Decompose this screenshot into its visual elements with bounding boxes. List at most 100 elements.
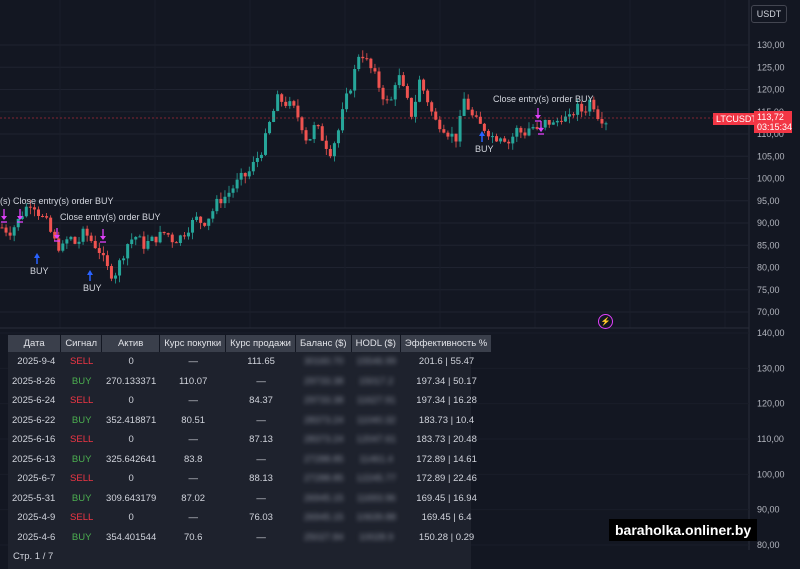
candle xyxy=(393,82,397,107)
trade-markers: (s) Close entry(s) order BUY Close entry(… xyxy=(0,94,594,293)
candle xyxy=(369,57,373,74)
buy-label: BUY xyxy=(30,266,49,276)
candle xyxy=(235,173,239,193)
candle xyxy=(345,87,349,113)
column-header: Курс продажи xyxy=(226,335,296,352)
close-entry-marker[interactable] xyxy=(535,108,541,122)
candle xyxy=(109,263,113,282)
candle xyxy=(268,120,272,135)
currency-button[interactable]: USDT xyxy=(751,5,787,23)
candle xyxy=(332,141,336,162)
price-chart[interactable]: 130,00125,00120,00115,00110,00105,00100,… xyxy=(0,0,800,550)
candle xyxy=(292,99,296,109)
signal-cell: BUY xyxy=(71,531,92,543)
candle xyxy=(223,190,227,209)
candle xyxy=(450,126,454,143)
candle xyxy=(320,123,324,141)
sell-price-cell: 111.65 xyxy=(247,356,275,368)
candle xyxy=(174,241,178,244)
price-tick-label: 85,00 xyxy=(757,240,780,250)
candle xyxy=(588,97,592,116)
efficiency-cell: 169.45 | 6.4 xyxy=(421,512,472,524)
candle xyxy=(20,211,24,221)
table-row: 2025-4-6 BUY 354.401544 70.6 — 25027.84 10028.… xyxy=(8,528,492,548)
candle xyxy=(576,98,580,122)
candle xyxy=(596,105,600,121)
candle xyxy=(353,64,357,98)
table-row: 2025-4-9 SELL 0 — 76.03 26945.15 10639.88 169.4… xyxy=(8,508,492,528)
sell-price-cell: — xyxy=(256,531,266,543)
candlestick-series xyxy=(0,50,608,284)
close-entry-label: (s) Close entry(s) order BUY xyxy=(0,196,114,206)
column-header: Актив xyxy=(102,335,161,352)
buy-price-cell: — xyxy=(188,356,198,368)
price-tick-label: 110,00 xyxy=(757,434,784,444)
candle xyxy=(551,120,555,125)
candle xyxy=(138,234,142,238)
candle xyxy=(357,54,361,72)
efficiency-cell: 172.89 | 22.46 xyxy=(416,473,477,485)
candle xyxy=(507,139,511,150)
candle xyxy=(73,236,77,245)
candle xyxy=(8,226,12,240)
candle xyxy=(515,125,519,142)
close-entry-marker[interactable] xyxy=(17,209,23,223)
buy-price-cell: 87.02 xyxy=(181,492,206,504)
price-tick-label: 70,00 xyxy=(757,307,780,317)
candle xyxy=(454,133,458,148)
close-entry-marker[interactable] xyxy=(1,209,7,223)
close-entry-marker[interactable] xyxy=(54,228,60,242)
pagination[interactable]: Стр. 1 / 7 xyxy=(13,551,54,562)
close-entry-marker[interactable] xyxy=(538,121,544,135)
buy-marker[interactable]: BUY xyxy=(475,131,494,154)
efficiency-cell: 201.6 | 55.47 xyxy=(418,356,475,368)
balance-cell: 28373.24 xyxy=(303,434,344,446)
price-tick-label: 125,00 xyxy=(757,62,785,72)
candle xyxy=(555,117,559,127)
candle xyxy=(215,195,219,215)
candle xyxy=(231,184,235,198)
table-row: 2025-6-7 SELL 0 — 88.13 27288.85 12245.77 172.8… xyxy=(8,469,492,489)
candle xyxy=(130,233,134,249)
candle xyxy=(413,94,417,123)
candle xyxy=(316,124,320,130)
buy-price-cell: 80.51 xyxy=(181,414,206,426)
candle xyxy=(304,127,308,145)
candle xyxy=(482,122,486,134)
candle xyxy=(438,116,442,133)
price-tick-label: 95,00 xyxy=(757,196,780,206)
candle xyxy=(568,108,572,124)
buy-marker[interactable]: BUY xyxy=(83,270,102,293)
candle xyxy=(486,129,490,140)
candle xyxy=(572,112,576,118)
candle xyxy=(150,235,154,242)
sell-price-cell: 88.13 xyxy=(249,473,273,485)
table-row: 2025-6-22 BUY 352.418871 80.51 — 28373.24 1104… xyxy=(8,411,492,431)
candle xyxy=(336,128,340,148)
close-entry-marker[interactable] xyxy=(100,229,106,243)
price-tick-label: 90,00 xyxy=(757,218,780,228)
candle xyxy=(134,236,138,246)
column-header: Эффективность % xyxy=(400,335,493,352)
date-cell: 2025-8-26 xyxy=(12,375,56,387)
candle xyxy=(592,96,596,113)
efficiency-cell: 172.89 | 14.61 xyxy=(416,453,477,465)
candle xyxy=(16,218,20,231)
price-tick-label: 105,00 xyxy=(757,151,785,161)
candle xyxy=(519,126,523,139)
candle xyxy=(203,222,207,228)
candle xyxy=(77,236,81,249)
price-tick-label: 100,00 xyxy=(757,174,785,184)
lightning-icon[interactable]: ⚡ xyxy=(598,314,613,329)
candle xyxy=(182,231,186,240)
price-badge: 113,72 03:15:34 xyxy=(754,111,792,133)
candle xyxy=(381,85,385,106)
price-tick-label: 120,00 xyxy=(757,85,785,95)
buy-marker[interactable]: BUY xyxy=(30,253,49,276)
table-row: 2025-6-16 SELL 0 — 87.13 28373.24 12047.61 183.… xyxy=(8,430,492,450)
hodl-cell: 11461.4 xyxy=(359,453,394,465)
candle xyxy=(247,166,251,180)
candle xyxy=(32,204,36,217)
date-cell: 2025-6-22 xyxy=(12,414,56,426)
candle xyxy=(41,213,45,218)
